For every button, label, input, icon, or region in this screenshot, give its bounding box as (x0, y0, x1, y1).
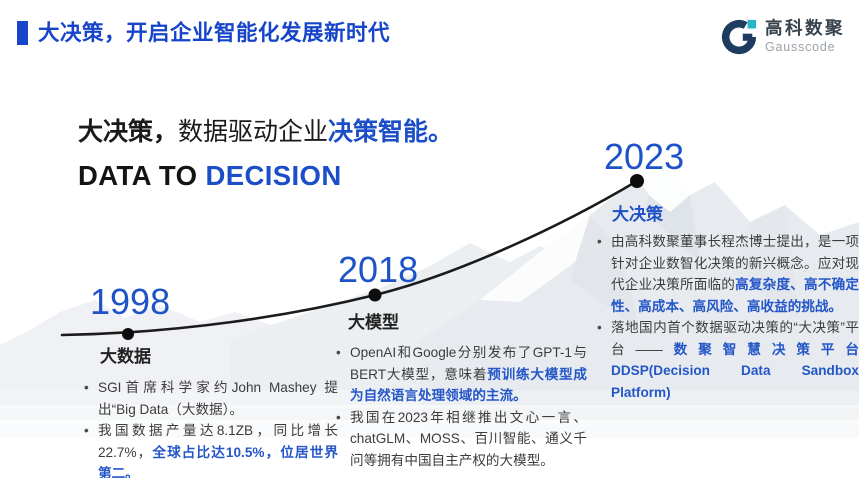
milestone-title: 大数据 (100, 347, 151, 366)
bullet-marker: • (84, 380, 89, 395)
bullet-text: 落地国内首个数据驱动决策的“大决策”平台——数聚智慧决策平台DDSP(Decis… (611, 320, 859, 400)
company-logo: 高科数聚 Gausscode (720, 18, 845, 56)
milestone-bullets: • 由高科数聚董事长程杰博士提出，是一项针对企业数智化决策的新兴概念。应对现代企业… (597, 231, 859, 403)
bullet-item: • 落地国内首个数据驱动决策的“大决策”平台——数聚智慧决策平台DDSP(Deci… (597, 317, 859, 403)
hero-cn-blue: 决策智能。 (328, 118, 454, 146)
bullet-text: 我国数据产量达8.1ZB，同比增长22.7%，全球占比达10.5%，位居世界第二… (98, 423, 339, 478)
milestone-bullets: • SGI首席科学家约John Mashey 提出“Big Data（大数据）。 •… (84, 377, 338, 478)
milestone-dot-2023 (630, 174, 644, 188)
milestone-dot-2018 (368, 288, 382, 302)
hero-cn-bold: 大决策， (78, 118, 179, 146)
milestone-year: 2023 (604, 136, 685, 177)
hero-heading: 大决策，数据驱动企业决策智能。 DATA TO DECISION (78, 113, 453, 192)
bullet-marker: • (597, 234, 602, 249)
bullet-item: • 我国数据产量达8.1ZB，同比增长22.7%，全球占比达10.5%，位居世界第… (84, 420, 338, 478)
bullet-text: SGI首席科学家约John Mashey 提出“Big Data（大数据）。 (98, 380, 338, 417)
hero-heading-cn: 大决策，数据驱动企业决策智能。 (78, 113, 453, 151)
milestone-year: 1998 (90, 281, 171, 322)
hero-en-blue: DECISION (205, 160, 342, 191)
hero-heading-en: DATA TO DECISION (78, 160, 453, 192)
bullet-marker: • (336, 409, 341, 425)
logo-text: 高科数聚 Gausscode (765, 19, 845, 54)
milestone-bullets: • OpenAI和Google分别发布了GPT-1与BERT大模型，意味着预训练大… (336, 342, 587, 471)
bullet-marker: • (597, 320, 602, 335)
hero-en-black: DATA TO (78, 160, 206, 191)
hero-cn-regular: 数据驱动企业 (178, 118, 329, 146)
bullet-marker: • (84, 423, 89, 438)
bullet-text: 由高科数聚董事长程杰博士提出，是一项针对企业数智化决策的新兴概念。应对现代企业决… (611, 234, 859, 314)
gausscode-logo-icon (721, 19, 757, 55)
bullet-item: • 由高科数聚董事长程杰博士提出，是一项针对企业数智化决策的新兴概念。应对现代企业… (597, 231, 859, 317)
milestone-year: 2018 (338, 249, 419, 290)
milestone-title: 大模型 (348, 313, 399, 332)
milestone-dot-1998 (122, 328, 134, 340)
bullet-item: • SGI首席科学家约John Mashey 提出“Big Data（大数据）。 (84, 377, 338, 420)
mountain-background (0, 150, 859, 478)
page-title: 大决策，开启企业智能化发展新时代 (38, 21, 391, 45)
logo-name-cn: 高科数聚 (765, 18, 845, 39)
bullet-item: • 我国在2023年相继推出文心一言、chatGLM、MOSS、百川智能、通义千问… (336, 407, 587, 472)
milestone-title: 大决策 (612, 205, 663, 224)
bullet-item: • OpenAI和Google分别发布了GPT-1与BERT大模型，意味着预训练大… (336, 342, 587, 407)
logo-name-en: Gausscode (765, 39, 836, 54)
bullet-text: 我国在2023年相继推出文心一言、chatGLM、MOSS、百川智能、通义千问等… (350, 409, 587, 468)
bullet-marker: • (336, 345, 341, 360)
bullet-text: OpenAI和Google分别发布了GPT-1与BERT大模型，意味着预训练大模… (350, 345, 587, 403)
title-accent-bar (17, 21, 28, 45)
